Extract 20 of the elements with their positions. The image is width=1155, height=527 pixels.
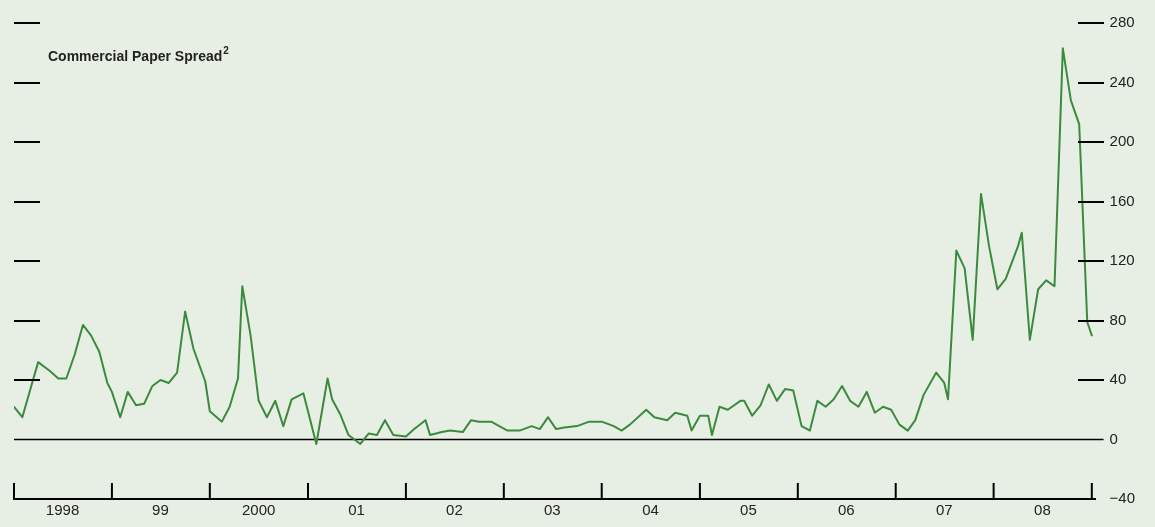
x-tick-label: 08 xyxy=(1034,501,1051,519)
x-tick-label: 1998 xyxy=(45,501,80,519)
y-tick-label: 280 xyxy=(1109,13,1135,31)
x-tick-label: 2000 xyxy=(241,501,276,519)
y-tick-label: 120 xyxy=(1109,251,1135,269)
y-tick-label: 80 xyxy=(1109,310,1127,328)
x-tick-label: 99 xyxy=(152,501,169,519)
x-tick-label: 02 xyxy=(446,501,463,519)
x-tick-label: 03 xyxy=(544,501,561,519)
x-tick-label: 04 xyxy=(642,501,659,519)
y-tick-label: 0 xyxy=(1109,429,1118,447)
y-tick-label: 240 xyxy=(1109,72,1135,90)
y-tick-label: 40 xyxy=(1109,370,1127,388)
x-tick-label: 01 xyxy=(348,501,365,519)
y-tick-label: −40 xyxy=(1109,489,1136,507)
y-tick-label: 160 xyxy=(1109,191,1135,209)
x-tick-label: 05 xyxy=(740,501,757,519)
y-tick-label: 200 xyxy=(1109,132,1135,150)
x-tick-label: 06 xyxy=(838,501,855,519)
x-tick-label: 07 xyxy=(935,501,953,519)
